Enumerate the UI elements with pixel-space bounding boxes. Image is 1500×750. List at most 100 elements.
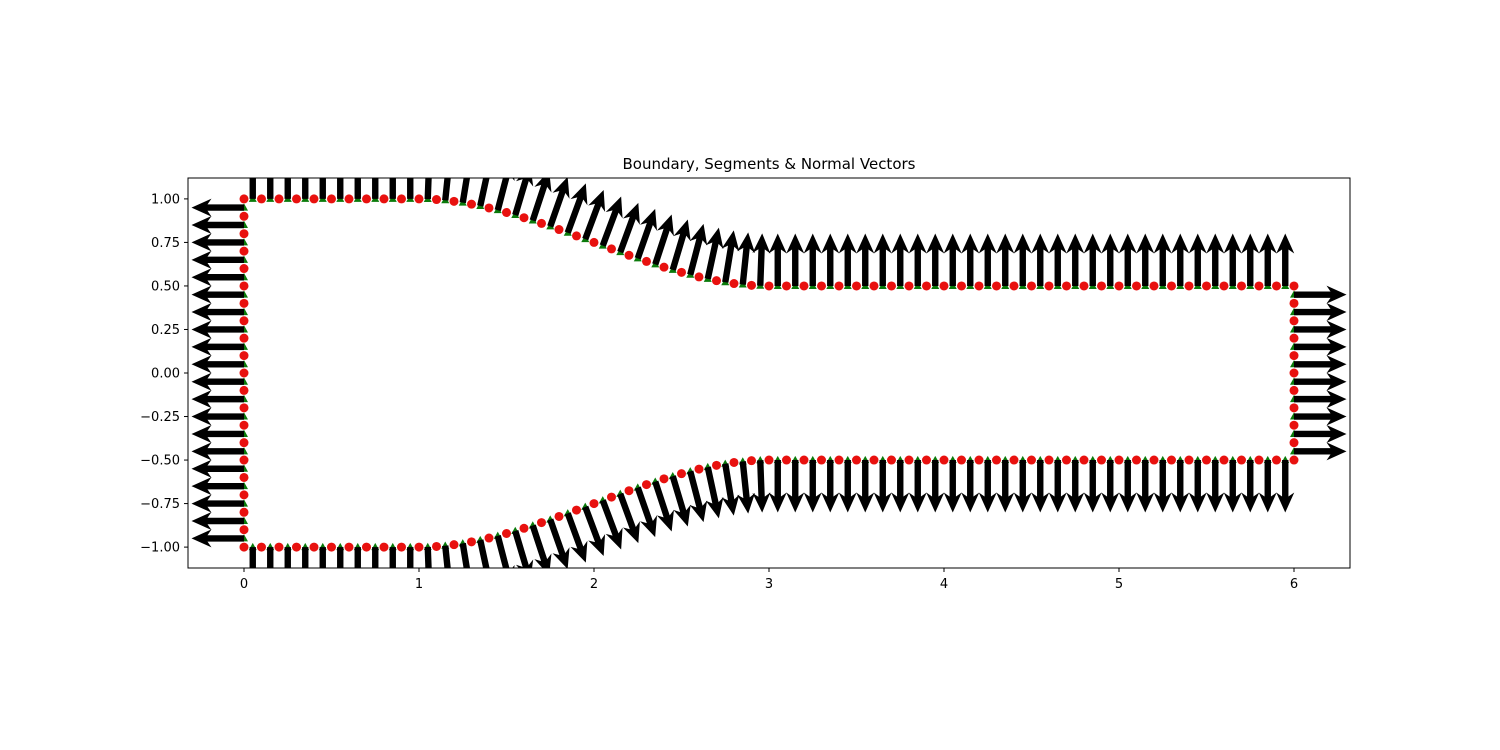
normal-vector — [617, 492, 640, 544]
normal-vector — [1171, 460, 1190, 513]
boundary-node — [1289, 455, 1299, 465]
boundary-node — [309, 542, 319, 552]
boundary-node — [239, 211, 249, 221]
boundary-node — [992, 455, 1001, 465]
boundary-node — [1167, 455, 1176, 465]
boundary-node — [1254, 281, 1264, 291]
boundary-node — [554, 511, 564, 521]
boundary-node — [327, 542, 336, 552]
normal-vector — [721, 230, 740, 283]
normal-vector — [389, 547, 396, 568]
normal-vector — [407, 178, 414, 199]
normal-vector — [1101, 460, 1120, 513]
normal-vector — [856, 460, 875, 513]
boundary-node — [1254, 455, 1264, 465]
normal-vector — [652, 480, 674, 532]
normal-vector — [529, 178, 552, 222]
boundary-node — [729, 457, 739, 467]
boundary-node — [694, 272, 704, 282]
normal-vector — [494, 178, 515, 211]
boundary-node — [939, 281, 949, 291]
normal-vector — [512, 178, 534, 216]
normal-vector — [191, 355, 244, 374]
normal-vector — [1136, 460, 1155, 513]
normal-vector — [372, 547, 379, 568]
boundary-node — [344, 194, 354, 204]
normal-vector — [996, 460, 1015, 513]
boundary-node — [1149, 455, 1159, 465]
boundary-node — [659, 474, 669, 484]
boundary-node — [362, 194, 371, 204]
boundary-node — [257, 542, 266, 552]
normal-vector — [1294, 372, 1347, 391]
plot-area — [191, 178, 1347, 568]
normal-vector — [1101, 233, 1120, 286]
normal-vector — [1031, 233, 1050, 286]
normal-vector — [768, 460, 787, 513]
normal-vector — [821, 233, 840, 286]
normal-vector — [1048, 460, 1067, 513]
normal-vector — [1066, 233, 1085, 286]
normal-vector — [191, 198, 244, 217]
normal-vector — [803, 233, 822, 286]
normal-vector — [191, 372, 244, 391]
boundary-nodes — [239, 194, 1299, 552]
normal-vector — [803, 460, 822, 513]
boundary-node — [257, 194, 266, 204]
boundary-node — [239, 246, 249, 256]
normal-vector — [1241, 460, 1260, 513]
boundary-node — [589, 499, 599, 509]
normal-vector — [191, 285, 244, 304]
normal-vector — [319, 547, 326, 568]
boundary-node — [239, 368, 249, 378]
boundary-node — [572, 505, 581, 515]
x-tick-label: 4 — [940, 577, 948, 592]
normal-vector — [191, 268, 244, 287]
normal-vector — [477, 539, 490, 568]
normal-vector — [891, 233, 910, 286]
boundary-node — [957, 455, 966, 465]
normal-vector — [978, 460, 997, 513]
boundary-node — [1289, 385, 1299, 395]
boundary-node — [1202, 455, 1211, 465]
normal-vector — [838, 460, 857, 513]
boundary-node — [467, 199, 476, 209]
boundary-node — [764, 281, 774, 291]
boundary-node — [239, 194, 249, 204]
boundary-node — [642, 480, 651, 490]
normal-vector — [302, 547, 309, 568]
boundary-node — [1237, 455, 1246, 465]
boundary-node — [362, 542, 371, 552]
normal-vector — [407, 547, 414, 568]
boundary-node — [694, 464, 704, 474]
normal-vector — [1294, 285, 1347, 304]
boundary-node — [239, 316, 249, 326]
boundary-node — [922, 281, 931, 291]
normal-vector — [424, 546, 432, 568]
boundary-node — [239, 403, 249, 413]
normal-vector — [737, 461, 756, 514]
boundary-node — [1202, 281, 1211, 291]
normal-vector — [1206, 233, 1225, 286]
boundary-node — [239, 542, 249, 552]
normal-vector — [442, 178, 451, 201]
x-tick-label: 1 — [415, 577, 423, 592]
boundary-node — [957, 281, 966, 291]
normal-vector — [786, 460, 805, 513]
boundary-node — [1149, 281, 1159, 291]
normal-vector — [996, 233, 1015, 286]
normal-vector — [1153, 460, 1172, 513]
y-tick-label: −0.75 — [140, 497, 180, 512]
boundary-node — [1289, 420, 1299, 430]
y-tick-label: −0.50 — [140, 454, 180, 469]
normal-vector — [564, 183, 588, 234]
normal-vector — [191, 442, 244, 461]
normal-vector — [891, 460, 910, 513]
normal-vector — [249, 178, 256, 199]
normal-vector — [319, 178, 326, 199]
normal-vector — [704, 227, 724, 280]
boundary-node — [344, 542, 354, 552]
normal-vector — [1294, 390, 1347, 409]
